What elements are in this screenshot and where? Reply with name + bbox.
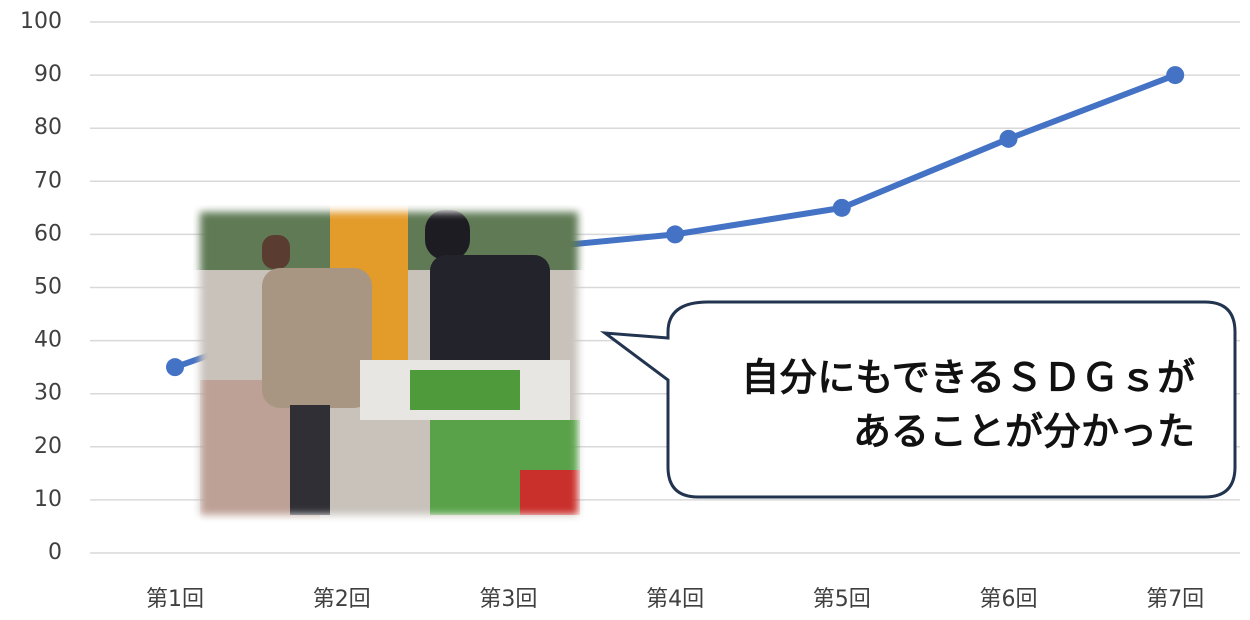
y-tick-label: 60	[34, 221, 62, 246]
marker	[1166, 66, 1185, 85]
photo	[193, 205, 585, 522]
marker	[166, 358, 184, 377]
annotation: 自分にもできるＳＤＧｓが	[741, 356, 1195, 400]
x-tick-label: 第5回	[813, 587, 871, 612]
y-tick-label: 80	[34, 115, 62, 140]
y-tick-label: 40	[34, 328, 62, 353]
y-tick-label: 20	[34, 434, 62, 459]
marker	[999, 129, 1018, 148]
annotation: あることが分かった	[853, 410, 1195, 454]
x-tick-label: 第3回	[479, 587, 537, 612]
y-tick-label: 10	[34, 487, 62, 512]
y-tick-label: 70	[34, 168, 62, 193]
y-tick-label: 90	[34, 62, 62, 87]
x-tick-label: 第6回	[980, 587, 1038, 612]
marker	[666, 225, 685, 244]
y-tick-label: 50	[34, 275, 62, 300]
y-tick-label: 30	[34, 381, 62, 406]
x-tick-label: 第2回	[313, 587, 371, 612]
x-tick-label: 第1回	[146, 587, 204, 612]
x-tick-label: 第4回	[646, 587, 704, 612]
speech-bubble: 自分にもできるＳＤＧｓが あることが分かった	[599, 300, 1237, 499]
y-tick-label: 100	[20, 9, 62, 34]
y-tick-label: 0	[48, 540, 62, 565]
x-tick-label: 第7回	[1146, 587, 1204, 612]
marker	[832, 198, 851, 217]
